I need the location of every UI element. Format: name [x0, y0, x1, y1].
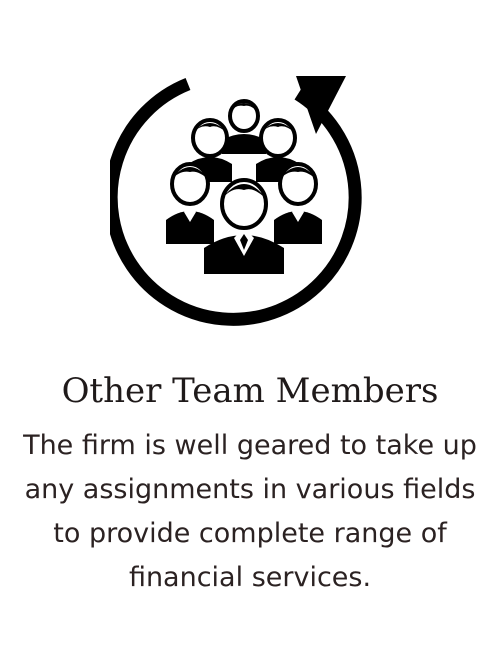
cycle-arc	[110, 77, 362, 326]
person-front-right	[274, 162, 322, 244]
card-title: Other Team Members	[61, 371, 439, 411]
card-description: The firm is well geared to take up any a…	[23, 430, 477, 593]
team-cycle-icon	[110, 72, 390, 332]
person-back-top	[222, 99, 266, 154]
team-cycle-icon-svg	[110, 76, 362, 326]
person-front-center	[204, 178, 284, 274]
person-front-left	[166, 162, 214, 244]
cycle-arrowhead	[296, 76, 346, 134]
